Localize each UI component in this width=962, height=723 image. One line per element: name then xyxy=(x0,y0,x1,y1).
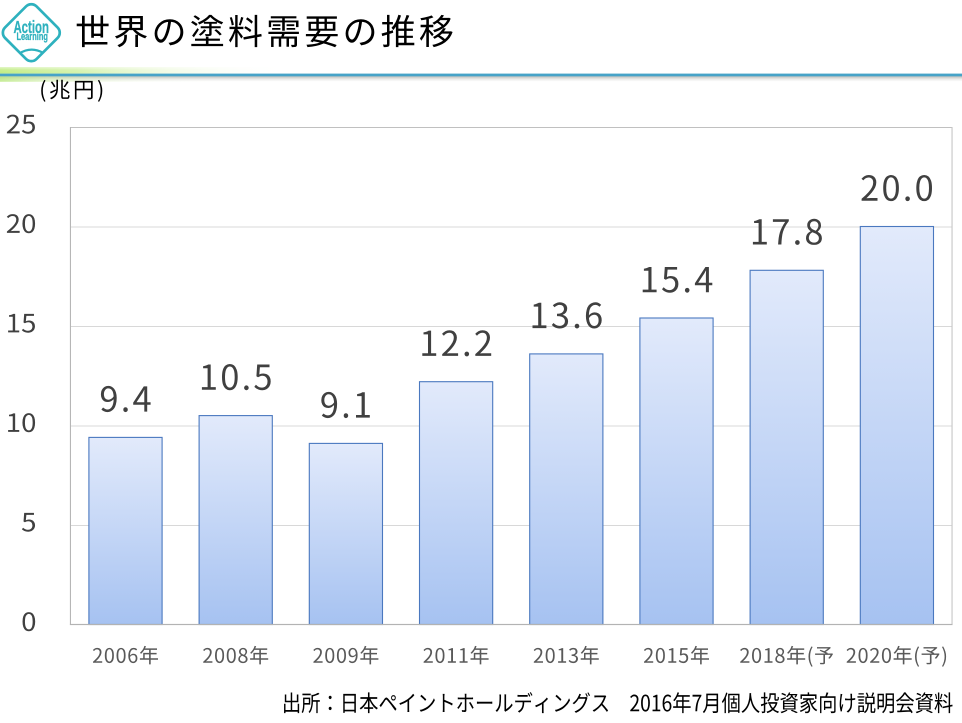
svg-text:Action: Action xyxy=(13,17,49,37)
svg-text:Learning: Learning xyxy=(16,31,48,43)
